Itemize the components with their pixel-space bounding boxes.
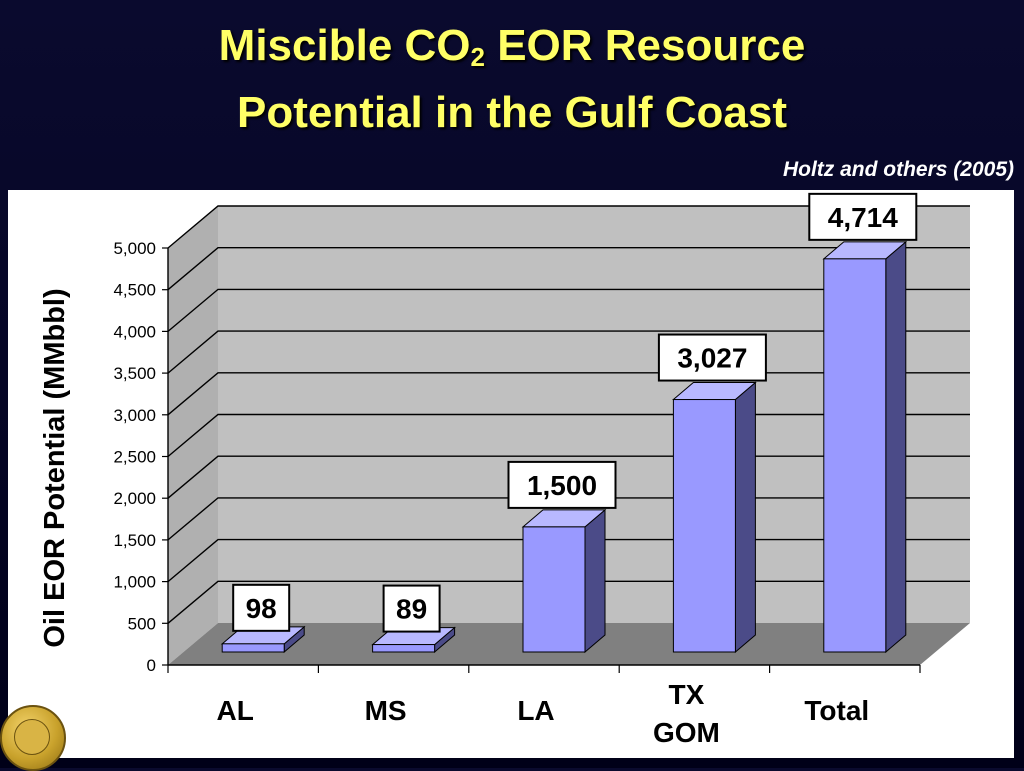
- data-label-box: [232, 583, 291, 632]
- university-seal-logo: [0, 705, 66, 771]
- citation: Holtz and others (2005): [782, 158, 1014, 181]
- bar-front: [672, 399, 736, 653]
- y-tick-label: 4,000: [113, 322, 156, 341]
- y-tick-label: 1,000: [113, 573, 156, 592]
- data-label: 4,714: [808, 192, 918, 241]
- bar-side: [885, 240, 907, 654]
- bar: [822, 240, 908, 654]
- data-label-text: 4,714: [828, 202, 898, 233]
- bars: [220, 240, 908, 654]
- y-tick-label: 5,000: [113, 239, 156, 258]
- y-tick-labels: 0 500 1,000 1,500 2,000 2,500 3,000 3,500 4,000 4…: [113, 239, 156, 675]
- data-label-text: 98: [246, 593, 277, 624]
- data-label: 1,500: [507, 460, 617, 509]
- gridline: [167, 330, 970, 374]
- data-label-box: [657, 333, 767, 382]
- data-label-text: 1,500: [527, 470, 597, 501]
- y-tick-label: 0: [147, 656, 156, 675]
- category-label: Total: [804, 695, 869, 726]
- y-tick-label: 3,500: [113, 364, 156, 383]
- data-labels: 98 89 1,500 3,027 4,714: [232, 192, 918, 633]
- bar-front: [823, 258, 887, 653]
- gridline: [167, 288, 970, 332]
- bar-front: [522, 526, 586, 653]
- y-axis-title: Oil EOR Potential (MMbbl): [39, 288, 71, 647]
- slide-title: Miscible CO2 EOR Resource Potential in t…: [0, 18, 1024, 141]
- title-line-2: Potential in the Gulf Coast: [236, 88, 788, 137]
- y-tick-label: 3,000: [113, 406, 156, 425]
- y-tick-label: 2,000: [113, 489, 156, 508]
- data-label: 98: [232, 583, 291, 632]
- y-tick-label: 500: [128, 614, 156, 633]
- data-label-box: [507, 460, 617, 509]
- title-line-1: Miscible CO2 EOR Resource: [218, 21, 806, 72]
- category-labels: AL MS LA TX GOM Total: [217, 679, 870, 748]
- category-label: GOM: [653, 717, 720, 748]
- bar-side: [584, 508, 606, 654]
- y-tick-label: 1,500: [113, 531, 156, 550]
- category-label: AL: [217, 695, 254, 726]
- data-label-box: [808, 192, 918, 241]
- bar-side: [734, 381, 756, 654]
- category-label: MS: [365, 695, 407, 726]
- data-label: 3,027: [657, 333, 767, 382]
- x-tick-marks: [167, 665, 921, 673]
- gridline: [167, 246, 970, 291]
- bar-front: [372, 644, 436, 653]
- data-label-text: 89: [396, 594, 427, 625]
- gridline: [167, 205, 970, 249]
- y-tick-label: 2,500: [113, 448, 156, 467]
- bar-front: [221, 643, 285, 653]
- category-label: LA: [517, 695, 554, 726]
- data-label: 89: [382, 584, 441, 633]
- category-label: TX: [669, 679, 705, 710]
- data-label-box: [382, 584, 441, 633]
- bar: [521, 508, 607, 654]
- data-label-text: 3,027: [677, 343, 747, 374]
- y-tick-label: 4,500: [113, 281, 156, 300]
- bar: [672, 381, 757, 654]
